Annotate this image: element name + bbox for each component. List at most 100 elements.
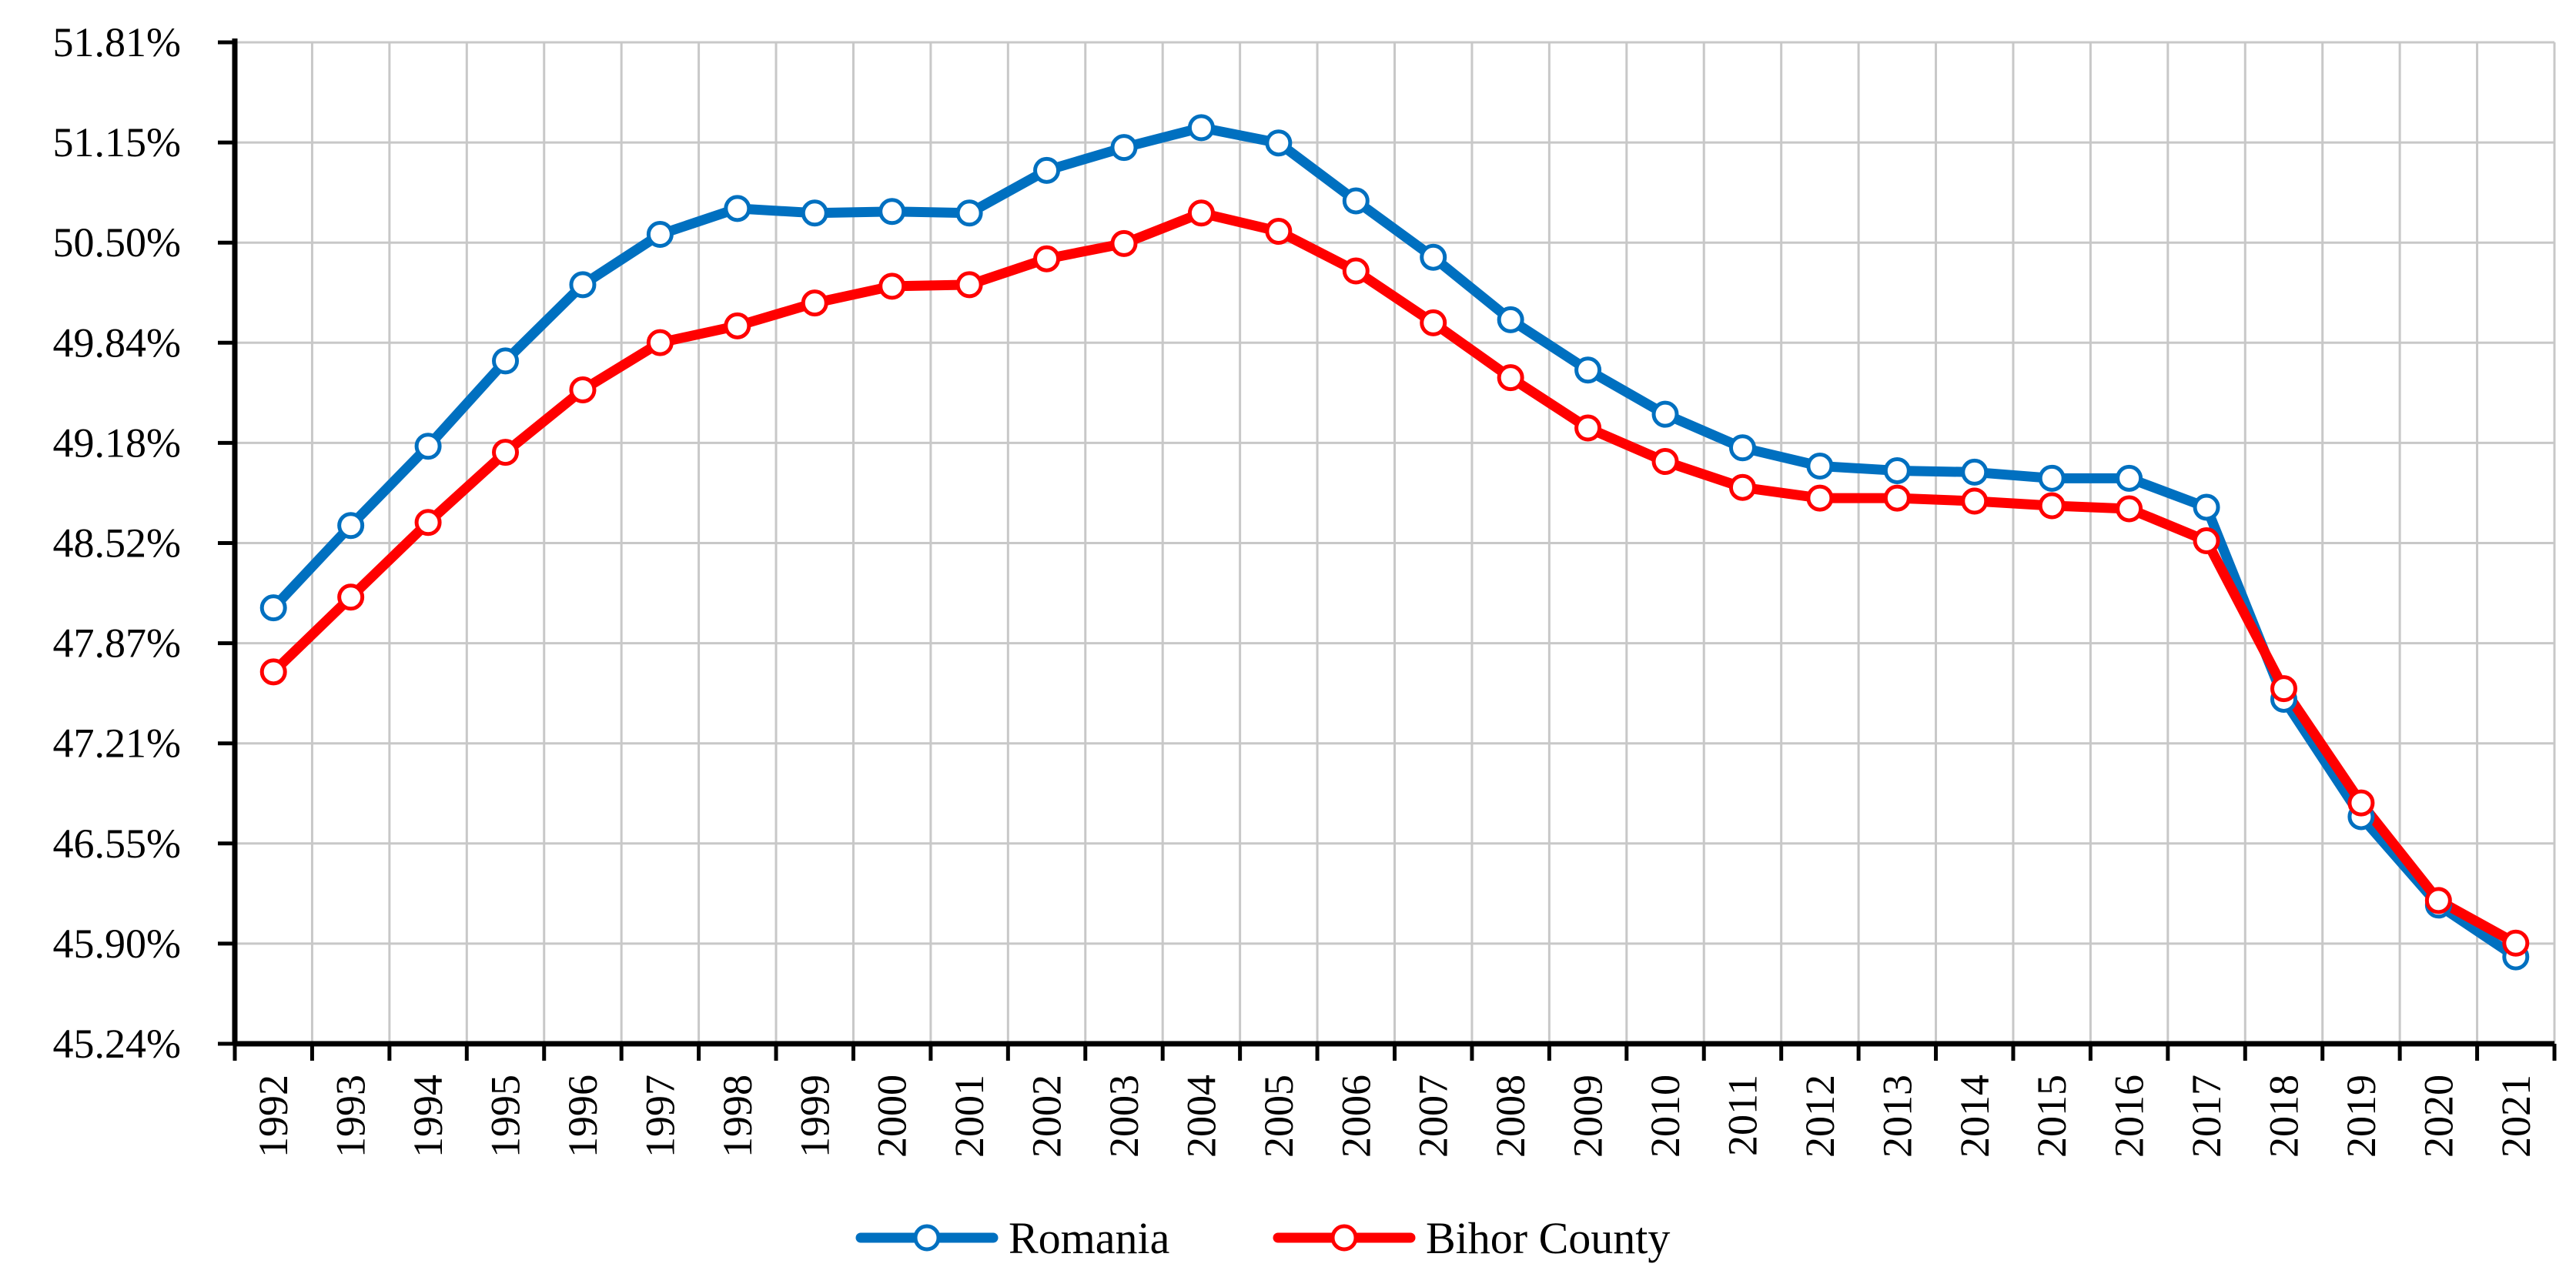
data-point — [492, 347, 520, 375]
data-point — [1497, 364, 1524, 392]
x-tick-label: 2018 — [2260, 1075, 2307, 1158]
data-point — [646, 329, 674, 356]
x-tick-label: 1997 — [637, 1075, 683, 1158]
data-point — [1187, 114, 1215, 142]
data-point — [1728, 473, 1756, 501]
y-tick-label: 46.55% — [53, 821, 181, 867]
data-point — [414, 509, 442, 537]
series-line-1 — [268, 208, 2521, 948]
x-tick-label: 1998 — [714, 1075, 761, 1158]
y-tick-label: 51.15% — [53, 119, 181, 165]
x-tick-label: 1999 — [791, 1075, 838, 1158]
x-tick-label: 2017 — [2183, 1075, 2230, 1158]
y-tick-label: 45.24% — [53, 1021, 181, 1067]
data-point — [1651, 448, 1679, 476]
data-point — [646, 221, 674, 249]
data-point — [2116, 495, 2143, 523]
grid — [235, 41, 2556, 1044]
data-point — [1187, 199, 1215, 227]
data-point — [1033, 156, 1061, 184]
legend: Romania Bihor County — [855, 1213, 1670, 1263]
x-tick-label: 2021 — [2493, 1075, 2539, 1158]
data-point — [2193, 493, 2220, 521]
data-point — [1110, 229, 1138, 257]
legend-swatch-marker — [913, 1224, 941, 1252]
data-point — [1574, 356, 1602, 384]
legend-swatch-marker — [1330, 1224, 1358, 1252]
x-tick-label: 2016 — [2106, 1075, 2153, 1158]
data-point — [492, 439, 520, 466]
legend-label: Romania — [1009, 1213, 1169, 1263]
data-point — [2502, 929, 2530, 957]
x-tick-label: 2015 — [2029, 1075, 2075, 1158]
x-tick-label: 1993 — [328, 1075, 374, 1158]
x-tick-label: 2012 — [1797, 1075, 1843, 1158]
data-point — [259, 594, 287, 622]
data-point — [569, 271, 597, 299]
data-point — [2193, 527, 2220, 555]
data-point — [801, 289, 828, 317]
x-tick-label: 2006 — [1333, 1075, 1379, 1158]
y-tick-label: 49.18% — [53, 420, 181, 466]
legend-label: Bihor County — [1426, 1213, 1670, 1263]
y-tick-label: 51.81% — [53, 19, 181, 65]
data-point — [724, 312, 751, 339]
x-tick-label: 2020 — [2415, 1075, 2461, 1158]
x-tick-label: 2005 — [1256, 1075, 1302, 1158]
data-point — [1806, 484, 1834, 512]
data-point — [2116, 464, 2143, 492]
x-tick-label: 1996 — [560, 1075, 606, 1158]
series-lines — [268, 122, 2521, 962]
y-tick-label: 47.21% — [53, 720, 181, 767]
data-point — [724, 195, 751, 222]
x-tick-label: 2013 — [1874, 1075, 1920, 1158]
data-point — [878, 272, 906, 300]
data-point — [2424, 887, 2452, 914]
axes: 45.24% 45.90% 46.55% 47.21% 47.87% 48.52% 49.1… — [53, 19, 2557, 1158]
y-tick-label: 47.87% — [53, 620, 181, 667]
data-point — [955, 199, 983, 227]
data-point — [1728, 434, 1756, 462]
y-tick-label: 48.52% — [53, 520, 181, 567]
x-tick-label: 2007 — [1410, 1075, 1457, 1158]
x-tick-label: 2000 — [869, 1075, 915, 1158]
x-tick-label: 2002 — [1024, 1075, 1070, 1158]
data-point — [337, 583, 365, 611]
series-markers — [259, 114, 2530, 971]
data-point — [1961, 458, 1989, 486]
data-point — [1806, 452, 1834, 480]
data-point — [414, 433, 442, 460]
data-point — [955, 271, 983, 299]
data-point — [1883, 484, 1911, 512]
data-point — [801, 199, 828, 227]
x-tick-label: 1994 — [405, 1075, 451, 1158]
x-tick-label: 1992 — [250, 1075, 296, 1158]
data-point — [1033, 245, 1061, 272]
data-point — [1497, 306, 1524, 333]
data-point — [1961, 487, 1989, 515]
data-point — [1342, 257, 1370, 285]
x-tick-label: 2008 — [1487, 1075, 1534, 1158]
data-point — [1420, 243, 1447, 271]
series-line-0 — [268, 122, 2521, 962]
x-tick-label: 2009 — [1565, 1075, 1611, 1158]
data-point — [337, 512, 365, 540]
data-point — [1265, 129, 1293, 157]
data-point — [569, 376, 597, 403]
x-tick-label: 2001 — [946, 1075, 992, 1158]
y-tick-label: 50.50% — [53, 219, 181, 266]
x-tick-label: 2019 — [2338, 1075, 2384, 1158]
data-point — [2038, 492, 2066, 520]
data-point — [1574, 414, 1602, 442]
data-point — [878, 198, 906, 226]
y-tick-label: 49.84% — [53, 319, 181, 366]
data-point — [1110, 134, 1138, 162]
data-point — [1265, 218, 1293, 246]
data-point — [2270, 675, 2297, 703]
x-tick-label: 2011 — [1719, 1075, 1765, 1156]
x-tick-label: 2010 — [1642, 1075, 1688, 1158]
x-tick-label: 2003 — [1101, 1075, 1147, 1158]
x-tick-label: 1995 — [483, 1075, 529, 1158]
